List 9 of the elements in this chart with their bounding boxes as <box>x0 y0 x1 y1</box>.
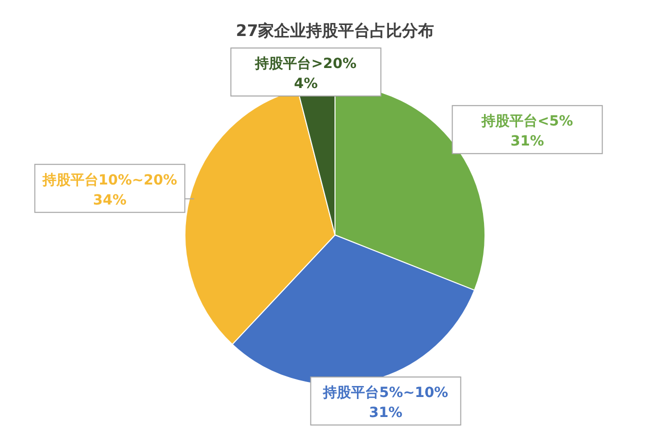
data-label: 4% <box>294 76 318 92</box>
slice-label: 持股平台>20% <box>254 56 356 72</box>
chart-title: 27家企业持股平台占比分布 <box>236 21 434 40</box>
data-label: 31% <box>510 134 544 150</box>
slice-label: 持股平台10%~20% <box>41 172 178 188</box>
slice-label: 持股平台<5% <box>480 114 574 130</box>
data-label: 34% <box>93 192 127 208</box>
data-label: 31% <box>368 405 402 421</box>
slice-label: 持股平台5%~10% <box>322 385 448 401</box>
